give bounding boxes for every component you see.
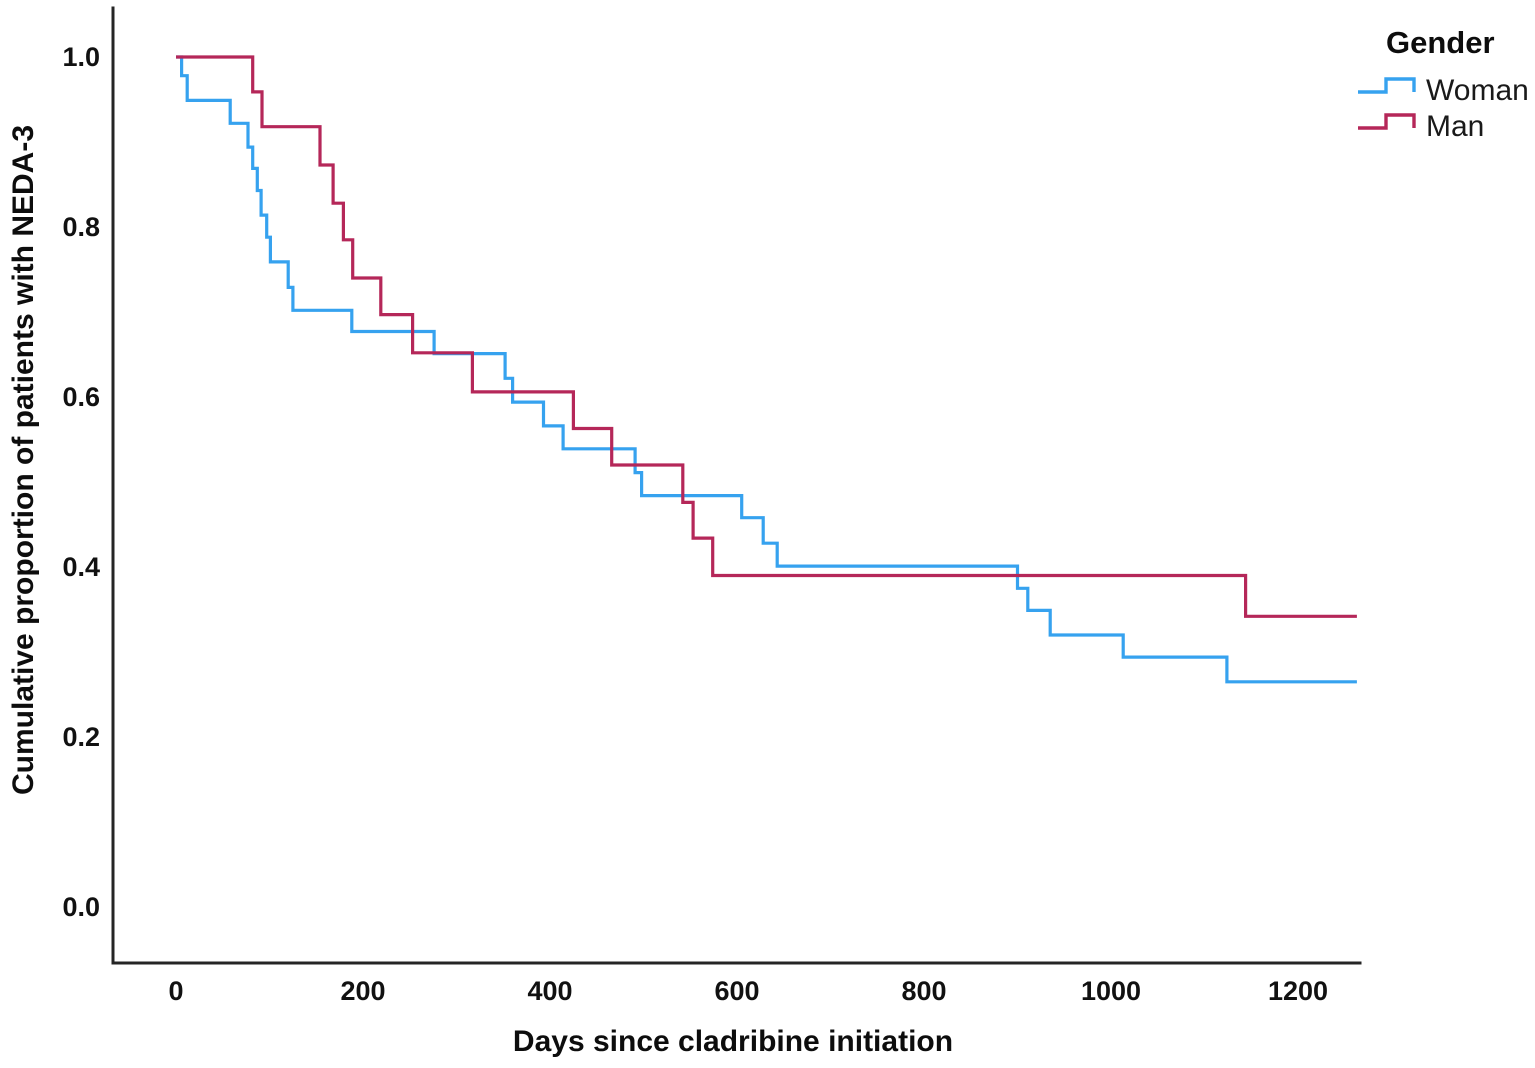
y-tick-label: 0.4 (62, 552, 100, 582)
woman-line-swatch-icon (1358, 77, 1416, 94)
legend: Gender Woman Man (1358, 25, 1529, 143)
legend-label-man: Man (1426, 110, 1484, 143)
legend-title: Gender (1386, 25, 1495, 60)
x-axis-title: Days since cladribine initiation (513, 1025, 953, 1058)
x-tick-label: 800 (901, 976, 946, 1006)
legend-item-woman: Woman (1358, 74, 1529, 107)
y-tick-label: 0.2 (62, 722, 100, 752)
x-tick-label: 1000 (1081, 976, 1141, 1006)
y-axis-title: Cumulative proportion of patients with N… (7, 125, 40, 795)
x-tick-labels: 0 200 400 600 800 1000 1200 (168, 976, 1328, 1006)
series-woman-line (176, 55, 1357, 684)
y-tick-label: 0.0 (62, 892, 100, 922)
x-tick-label: 400 (527, 976, 572, 1006)
legend-label-woman: Woman (1426, 74, 1529, 107)
series-man-line (176, 55, 1357, 618)
x-tick-label: 600 (714, 976, 759, 1006)
x-tick-label: 200 (340, 976, 385, 1006)
legend-item-man: Man (1358, 110, 1484, 143)
x-tick-label: 1200 (1268, 976, 1328, 1006)
x-tick-label: 0 (168, 976, 183, 1006)
y-tick-label: 1.0 (62, 42, 100, 72)
y-tick-label: 0.8 (62, 212, 100, 242)
y-tick-labels: 1.0 0.8 0.6 0.4 0.2 0.0 (62, 42, 100, 922)
y-tick-label: 0.6 (62, 382, 100, 412)
man-line-swatch-icon (1358, 113, 1416, 130)
